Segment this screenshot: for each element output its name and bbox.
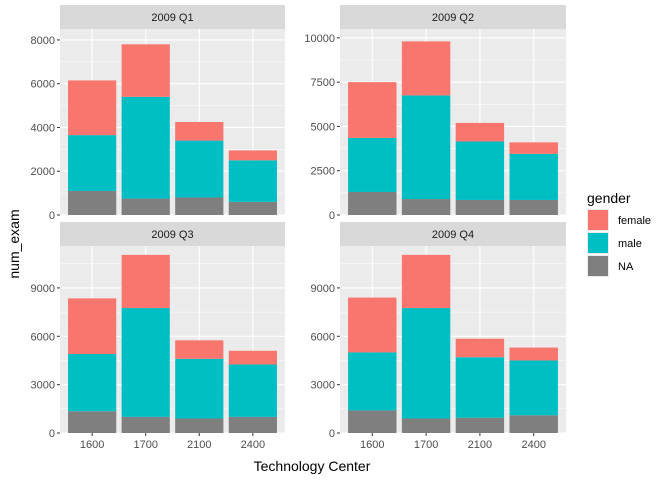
y-tick-label: 0	[49, 210, 55, 222]
bar-segment-na	[401, 199, 451, 215]
bar-segment-female	[121, 44, 170, 97]
bar-segment-male	[228, 364, 277, 417]
bar-segment-na	[175, 197, 224, 215]
legend-title: gender	[587, 190, 631, 206]
legend-key-na	[588, 256, 608, 276]
y-tick-label: 3000	[311, 380, 335, 392]
bar-segment-male	[401, 308, 451, 419]
bar-segment-male	[121, 96, 170, 199]
y-tick-label: 3000	[31, 380, 55, 392]
bar-segment-na	[121, 198, 170, 215]
y-tick-label: 6000	[31, 331, 55, 343]
x-axis-title: Technology Center	[254, 458, 371, 474]
y-tick-label: 7500	[311, 77, 335, 89]
bar-segment-male	[455, 141, 505, 200]
bar-segment-male	[175, 358, 224, 419]
bar-segment-female	[509, 142, 558, 154]
bar-segment-female	[348, 297, 397, 353]
legend-label: NA	[618, 261, 634, 273]
bar-segment-na	[68, 190, 117, 215]
bar-segment-na	[68, 411, 117, 433]
bar-segment-na	[509, 199, 558, 215]
bar-segment-na	[348, 410, 397, 433]
facet-strip	[340, 5, 566, 29]
x-tick-label: 2400	[521, 439, 545, 451]
y-tick-label: 5000	[311, 121, 335, 133]
bar-segment-na	[509, 415, 558, 433]
y-tick-label: 6000	[31, 79, 55, 91]
bar-segment-male	[121, 308, 170, 417]
bar-segment-na	[348, 191, 397, 215]
facet-strip	[340, 222, 566, 246]
facet-strip-label: 2009 Q1	[151, 12, 193, 24]
bar-segment-female	[228, 150, 277, 161]
x-tick-label: 1700	[133, 439, 157, 451]
y-tick-label: 0	[329, 428, 335, 440]
y-tick-label: 9000	[31, 283, 55, 295]
facet-strip-label: 2009 Q2	[432, 12, 474, 24]
bar-segment-male	[509, 360, 558, 416]
legend-label: male	[618, 238, 642, 250]
bar-segment-female	[509, 347, 558, 361]
bar-segment-female	[455, 338, 505, 358]
facet-panel: 2009 Q2 0 2500 5000 7500 10000	[304, 5, 566, 222]
facet-strip	[60, 222, 285, 246]
bar-segment-male	[455, 357, 505, 418]
facet-panel: 2009 Q1 0 2000 4000 6000 8000	[31, 5, 285, 222]
x-tick-label: 2100	[468, 439, 492, 451]
y-tick-label: 2000	[31, 166, 55, 178]
bar-segment-na	[175, 418, 224, 433]
y-tick-label: 0	[49, 428, 55, 440]
legend-label: female	[618, 215, 651, 227]
bar-segment-female	[401, 254, 451, 309]
facet-panel: 2009 Q3 0 3000 6000 9000 1600 1700 2100 2400	[31, 222, 285, 451]
facet-strip	[60, 5, 285, 29]
facet-panel: 2009 Q4 0 3000 6000 9000 1600 1700 2100 2400	[311, 222, 566, 451]
bar-segment-female	[455, 122, 505, 142]
y-axis-title: num_exam	[6, 209, 22, 278]
facet-panels: 2009 Q1 0 2000 4000 6000 8000 2009 Q2 0 2500 5000…	[31, 5, 566, 451]
bar-segment-male	[228, 160, 277, 202]
bar-segment-na	[121, 416, 170, 433]
bar-segment-female	[68, 298, 117, 355]
y-tick-label: 9000	[311, 283, 335, 295]
x-tick-label: 2100	[187, 439, 211, 451]
bar-segment-female	[175, 340, 224, 359]
bar-segment-na	[228, 416, 277, 433]
y-tick-label: 6000	[311, 331, 335, 343]
y-tick-label: 2500	[311, 166, 335, 178]
bar-segment-male	[401, 95, 451, 200]
bar-segment-male	[68, 354, 117, 412]
bar-segment-male	[175, 140, 224, 198]
bar-segment-na	[455, 199, 505, 215]
bar-segment-female	[228, 350, 277, 365]
y-tick-label: 0	[329, 210, 335, 222]
x-tick-label: 1600	[80, 439, 104, 451]
bar-segment-na	[228, 201, 277, 215]
x-tick-label: 2400	[241, 439, 265, 451]
legend-key-female	[588, 210, 608, 230]
legend-key-male	[588, 233, 608, 253]
bar-segment-male	[348, 137, 397, 192]
bar-segment-female	[348, 82, 397, 138]
x-tick-label: 1600	[360, 439, 384, 451]
bar-segment-male	[509, 153, 558, 200]
y-tick-label: 8000	[31, 35, 55, 47]
facet-strip-label: 2009 Q4	[432, 229, 474, 241]
bar-segment-na	[455, 417, 505, 433]
bar-segment-na	[401, 418, 451, 433]
bar-segment-male	[68, 135, 117, 191]
y-tick-label: 4000	[31, 122, 55, 134]
bar-segment-female	[68, 80, 117, 136]
bar-segment-male	[348, 352, 397, 411]
y-tick-label: 10000	[304, 33, 335, 45]
legend: gender female male NA	[587, 190, 651, 277]
x-tick-label: 1700	[414, 439, 438, 451]
bar-segment-female	[401, 41, 451, 96]
bar-segment-female	[121, 254, 170, 309]
bar-segment-female	[175, 122, 224, 141]
facet-strip-label: 2009 Q3	[151, 229, 193, 241]
